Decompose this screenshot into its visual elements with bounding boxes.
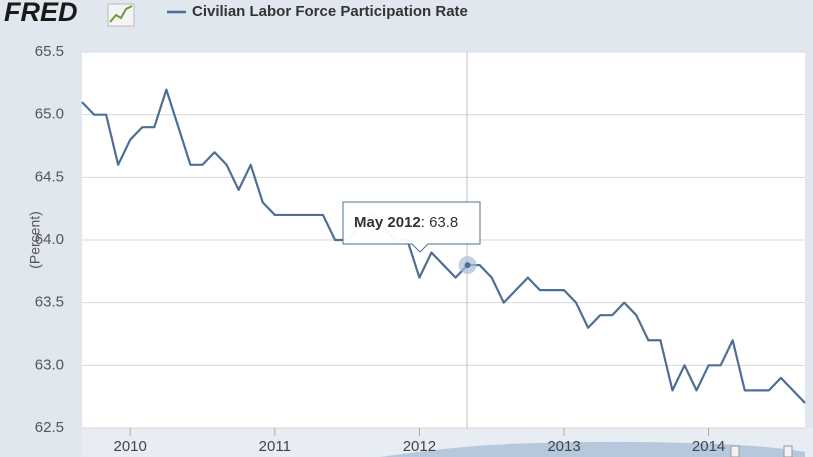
y-tick-label: 63.5 — [35, 294, 64, 311]
data-line — [81, 88, 806, 404]
y-axis-label: (Percent) — [27, 211, 43, 269]
y-tick-label: 65.0 — [35, 106, 64, 123]
tooltip-text: May 2012: 63.8 — [354, 214, 458, 231]
y-tick-label: 65.5 — [35, 43, 64, 60]
logo: FRED — [4, 0, 78, 27]
y-tick-label: 63.0 — [35, 356, 64, 373]
tooltip-value: 63.8 — [429, 214, 458, 231]
x-tick-label: 2012 — [403, 438, 436, 455]
tooltip-separator: : — [421, 214, 429, 231]
y-tick-label: 64.5 — [35, 168, 64, 185]
y-tick-label: 62.5 — [35, 419, 64, 436]
navigator — [380, 441, 805, 457]
x-tick-label: 2013 — [547, 438, 580, 455]
legend-label[interactable]: Civilian Labor Force Participation Rate — [192, 3, 468, 20]
y-tick-label: 64.0 — [35, 231, 64, 248]
hover-point — [464, 262, 471, 269]
tooltip-date: May 2012 — [354, 214, 421, 231]
tooltip: May 2012: 63.8 — [342, 201, 481, 275]
series — [81, 88, 806, 404]
logo-icon — [107, 3, 135, 27]
tooltip-box — [342, 201, 481, 253]
x-tick-label: 2010 — [114, 438, 147, 455]
x-tick-label: 2011 — [259, 438, 291, 455]
x-tick-label: 2014 — [692, 438, 725, 455]
